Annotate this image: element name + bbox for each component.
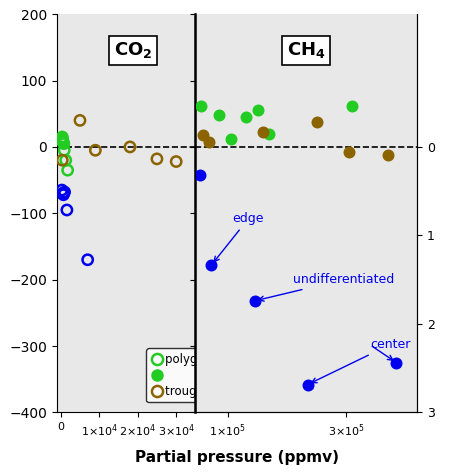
Point [61,188,68,196]
Point [59,138,67,146]
Point [215,111,223,119]
Point [59,135,66,143]
Point [58,133,66,141]
Point [60,146,68,154]
Point [91,146,99,154]
Point [304,381,311,388]
Point [208,261,215,269]
Y-axis label: $\delta^{13}C$ (‰): $\delta^{13}C$ (‰) [0,180,4,246]
Point [265,130,273,137]
Point [254,107,261,114]
Text: undifferentiated: undifferentiated [259,273,394,301]
Point [198,102,205,109]
Point [199,131,206,139]
Point [63,206,71,214]
Point [196,171,203,179]
Point [64,166,72,174]
Point [348,102,356,109]
Point [58,186,66,194]
Point [84,256,91,264]
Text: $\mathbf{CO_2}$: $\mathbf{CO_2}$ [114,40,152,60]
Text: Partial pressure (ppmv): Partial pressure (ppmv) [135,449,339,465]
Point [76,117,84,124]
Point [251,297,258,305]
Point [126,143,134,151]
Point [58,137,65,144]
Legend: polygonal pond, , trough pond, , lake, : polygonal pond, , trough pond, , lake, [146,348,303,402]
Point [62,156,70,164]
Text: center: center [312,338,410,383]
Point [392,359,400,366]
Point [173,158,180,165]
Point [313,118,320,126]
Point [384,151,392,159]
Point [242,113,249,121]
Point [227,135,235,143]
Point [60,140,68,147]
Text: $\mathbf{CH_4}$: $\mathbf{CH_4}$ [287,40,326,60]
Point [60,191,67,199]
Point [153,155,161,163]
Point [58,156,66,164]
Text: edge: edge [214,212,264,262]
Point [205,138,213,146]
Point [346,148,353,156]
Point [59,190,66,197]
Point [260,128,267,136]
